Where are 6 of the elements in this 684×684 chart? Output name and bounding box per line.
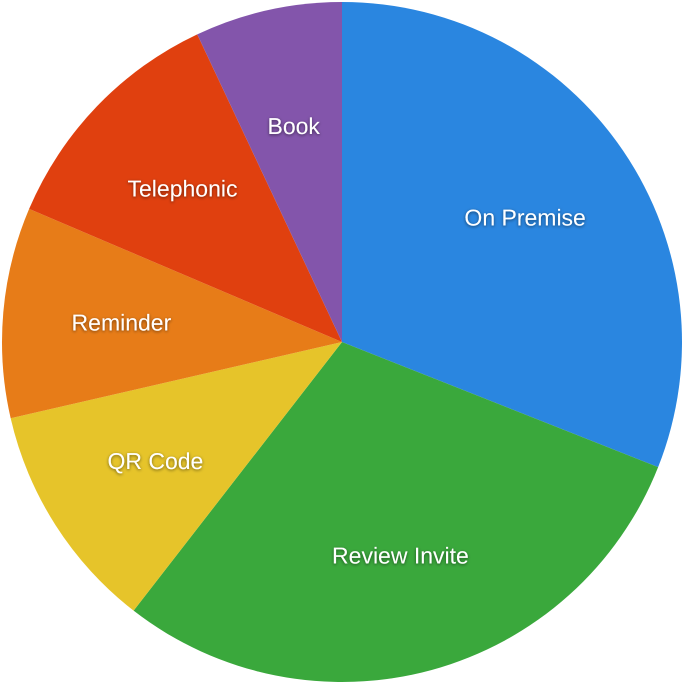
slice-label: Reminder (72, 310, 172, 336)
slice-label: QR Code (107, 448, 204, 474)
slice-label: Review Invite (332, 542, 469, 569)
slice-label: On Premise (464, 204, 586, 231)
slice-label: Book (267, 112, 320, 139)
slice-label: Telephonic (128, 175, 238, 202)
